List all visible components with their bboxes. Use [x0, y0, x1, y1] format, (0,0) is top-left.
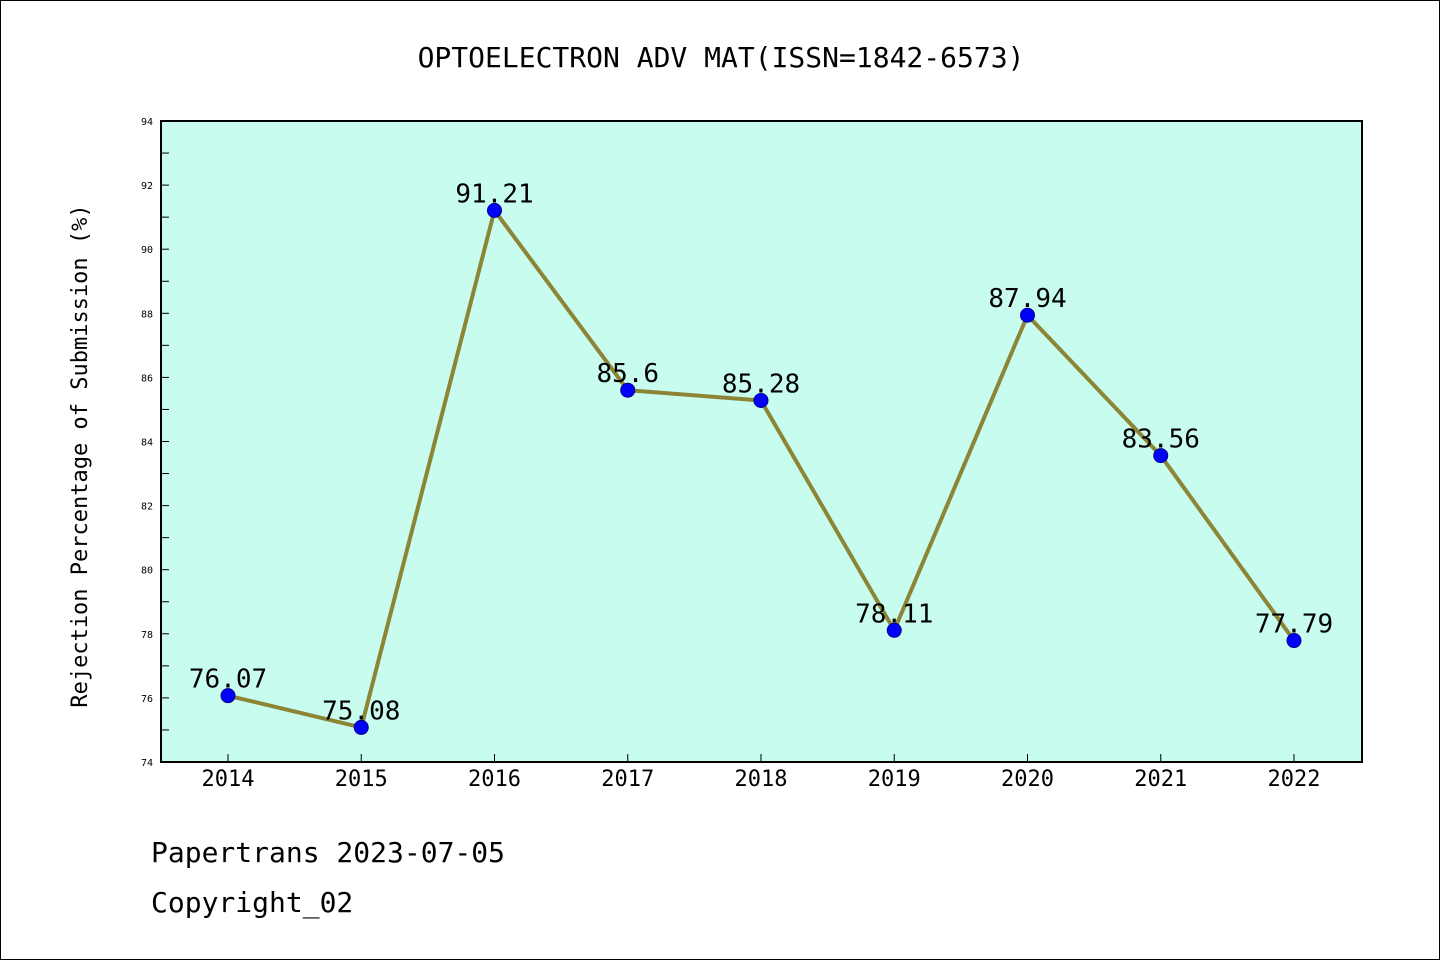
- x-axis: 2014 2015 2016 2017 2018 2019 2020 2021 2022: [202, 754, 1321, 792]
- data-point-2016: [487, 202, 502, 218]
- data-point-2015: [353, 719, 369, 735]
- y-tick-label-78: 78: [141, 630, 153, 641]
- data-point-2021: [1153, 448, 1169, 464]
- y-tick-label-80: 80: [141, 566, 153, 577]
- data-label-2021: 83.56: [1122, 425, 1200, 455]
- x-tick-label-2017: 2017: [601, 767, 654, 792]
- data-label-2019: 78.11: [855, 599, 933, 629]
- y-tick-label-94: 94: [141, 117, 153, 128]
- data-point-2018: [753, 392, 769, 408]
- y-tick-label-82: 82: [141, 502, 153, 513]
- y-tick-label-74: 74: [141, 758, 153, 769]
- y-tick-label-90: 90: [141, 245, 153, 256]
- data-point-2020: [1020, 307, 1035, 323]
- data-point-2019: [886, 622, 902, 638]
- data-point-2014: [220, 688, 236, 704]
- y-tick-label-92: 92: [141, 181, 153, 192]
- data-label-2014: 76.07: [189, 665, 267, 695]
- y-tick-label-76: 76: [141, 694, 153, 705]
- x-tick-label-2014: 2014: [202, 767, 255, 792]
- data-label-2022: 77.79: [1255, 610, 1333, 640]
- data-label-group: 76.07 75.08 91.21 85.6 85.28 78.11 87.94 83.56 7…: [189, 179, 1333, 726]
- data-label-2018: 85.28: [722, 369, 800, 399]
- data-label-2015: 75.08: [322, 696, 400, 726]
- x-tick-label-2015: 2015: [335, 767, 388, 792]
- footer-source-date: Papertrans 2023-07-05: [151, 836, 506, 869]
- y-tick-label-86: 86: [141, 373, 153, 384]
- y-tick-label-84: 84: [141, 438, 153, 449]
- x-tick-label-2018: 2018: [735, 767, 788, 792]
- x-tick-label-2022: 2022: [1268, 767, 1321, 792]
- x-tick-label-2020: 2020: [1001, 767, 1054, 792]
- marker-group: [220, 202, 1302, 735]
- x-tick-label-2021: 2021: [1134, 767, 1187, 792]
- y-axis: 74 76 78 80 82 84 86 88 90 92 94: [141, 117, 169, 769]
- x-tick-label-2019: 2019: [868, 767, 921, 792]
- x-tick-label-2016: 2016: [468, 767, 521, 792]
- y-axis-label: Rejection Percentage of Submission (%): [68, 204, 93, 707]
- data-label-2020: 87.94: [988, 284, 1066, 314]
- data-label-2016: 91.21: [455, 179, 533, 209]
- footer-copyright: Copyright_02: [151, 886, 354, 919]
- plot-area: [160, 120, 1363, 763]
- data-point-2017: [620, 382, 636, 398]
- data-point-2022: [1286, 633, 1302, 649]
- data-label-2017: 85.6: [596, 359, 659, 389]
- y-tick-label-88: 88: [141, 309, 153, 320]
- chart-title: OPTOELECTRON ADV MAT(ISSN=1842-6573): [418, 41, 1025, 74]
